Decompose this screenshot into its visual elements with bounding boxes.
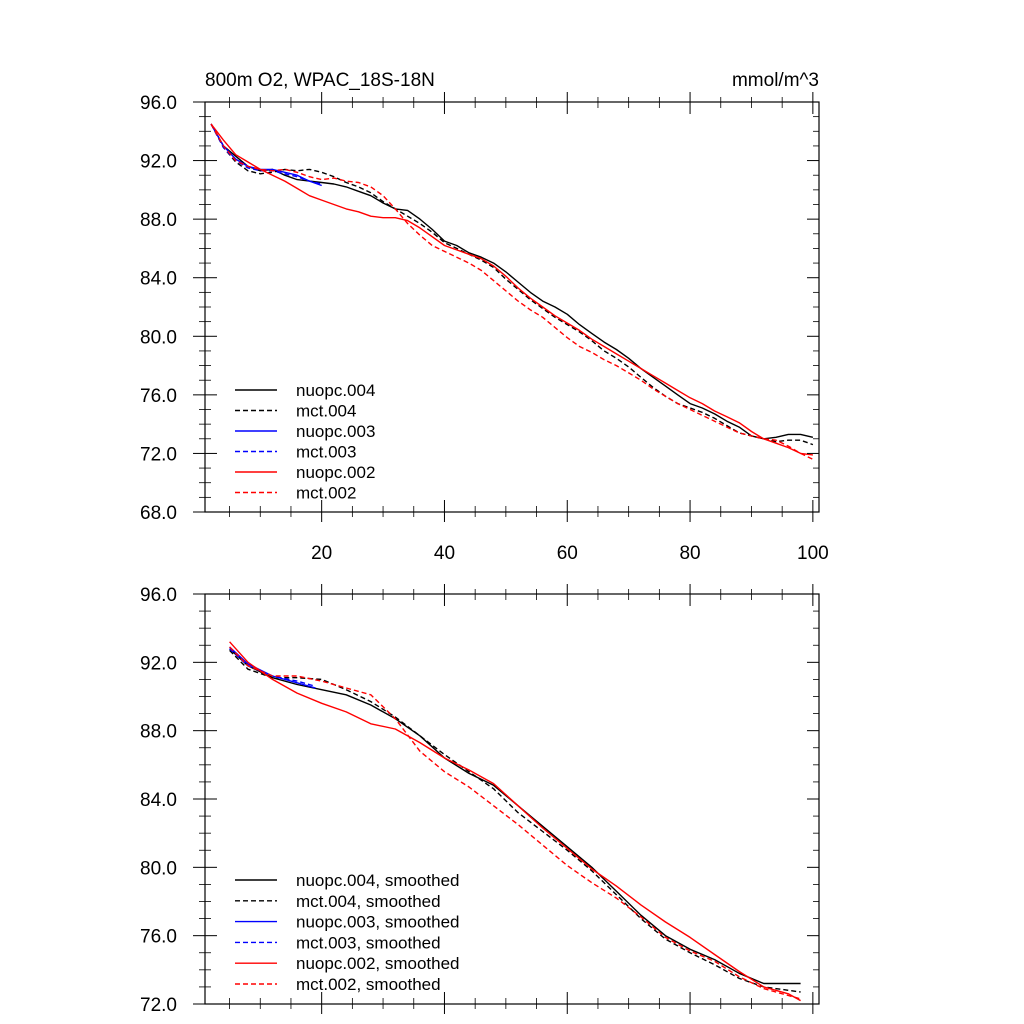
legend-label: nuopc.003 [296, 422, 375, 441]
legend-label: mct.004, smoothed [296, 892, 441, 911]
legend-label: mct.003, smoothed [296, 933, 441, 952]
legend-label: nuopc.002, smoothed [296, 954, 460, 973]
top-panel: 800m O2, WPAC_18S-18N mmol/m^3 68.0 72.0 7… [140, 70, 829, 564]
y-tick-label: 80.0 [140, 327, 177, 348]
series-line-mct-002 [210, 123, 814, 460]
top-ticks: 68.0 72.0 76.0 80.0 84.0 88.0 92.0 96.0 20 40 60 80… [140, 92, 829, 564]
legend-label: mct.002 [296, 484, 356, 503]
bottom-panel: 72.0 76.0 80.0 84.0 88.0 92.0 96.0 nuopc.004, … [140, 584, 820, 1016]
y-tick-label: 72.0 [140, 995, 177, 1016]
series-line-mct-004-smoothed [229, 649, 801, 993]
y-tick-label: 84.0 [140, 790, 177, 811]
series-line-mct-004 [210, 123, 814, 446]
legend-label: nuopc.003, smoothed [296, 913, 460, 932]
series-line-mct-003-smoothed [229, 648, 316, 687]
y-tick-label: 68.0 [140, 503, 177, 524]
series-line-nuopc-003-smoothed [229, 646, 316, 689]
bottom-series-group [229, 641, 801, 1002]
y-tick-label: 92.0 [140, 152, 177, 173]
top-title-right: mmol/m^3 [732, 70, 819, 91]
series-line-nuopc-002-smoothed [229, 641, 801, 1002]
legend-label: mct.003 [296, 443, 356, 462]
x-tick-label: 20 [311, 543, 332, 564]
bottom-legend: nuopc.004, smoothed mct.004, smoothed nuop… [235, 871, 460, 994]
legend-label: nuopc.004 [296, 381, 375, 400]
x-tick-label: 100 [797, 543, 829, 564]
legend-label: nuopc.002 [296, 463, 375, 482]
legend-label: mct.004 [296, 402, 356, 421]
legend-label: nuopc.004, smoothed [296, 871, 460, 890]
top-title-left: 800m O2, WPAC_18S-18N [205, 70, 435, 91]
y-tick-label: 76.0 [140, 927, 177, 948]
y-tick-label: 88.0 [140, 210, 177, 231]
y-tick-label: 80.0 [140, 858, 177, 879]
x-tick-label: 40 [434, 543, 455, 564]
legend-label: mct.002, smoothed [296, 975, 441, 994]
top-series-group [210, 123, 814, 460]
series-line-nuopc-002 [210, 123, 813, 456]
bottom-ticks: 72.0 76.0 80.0 84.0 88.0 92.0 96.0 [140, 584, 819, 1016]
y-tick-label: 96.0 [140, 93, 177, 114]
y-tick-label: 92.0 [140, 653, 177, 674]
y-tick-label: 88.0 [140, 722, 177, 743]
y-tick-label: 72.0 [140, 444, 177, 465]
y-tick-label: 84.0 [140, 269, 177, 290]
series-line-nuopc-003 [210, 123, 322, 187]
x-tick-label: 60 [557, 543, 578, 564]
y-tick-label: 96.0 [140, 585, 177, 606]
x-tick-label: 80 [679, 543, 700, 564]
y-tick-label: 76.0 [140, 386, 177, 407]
